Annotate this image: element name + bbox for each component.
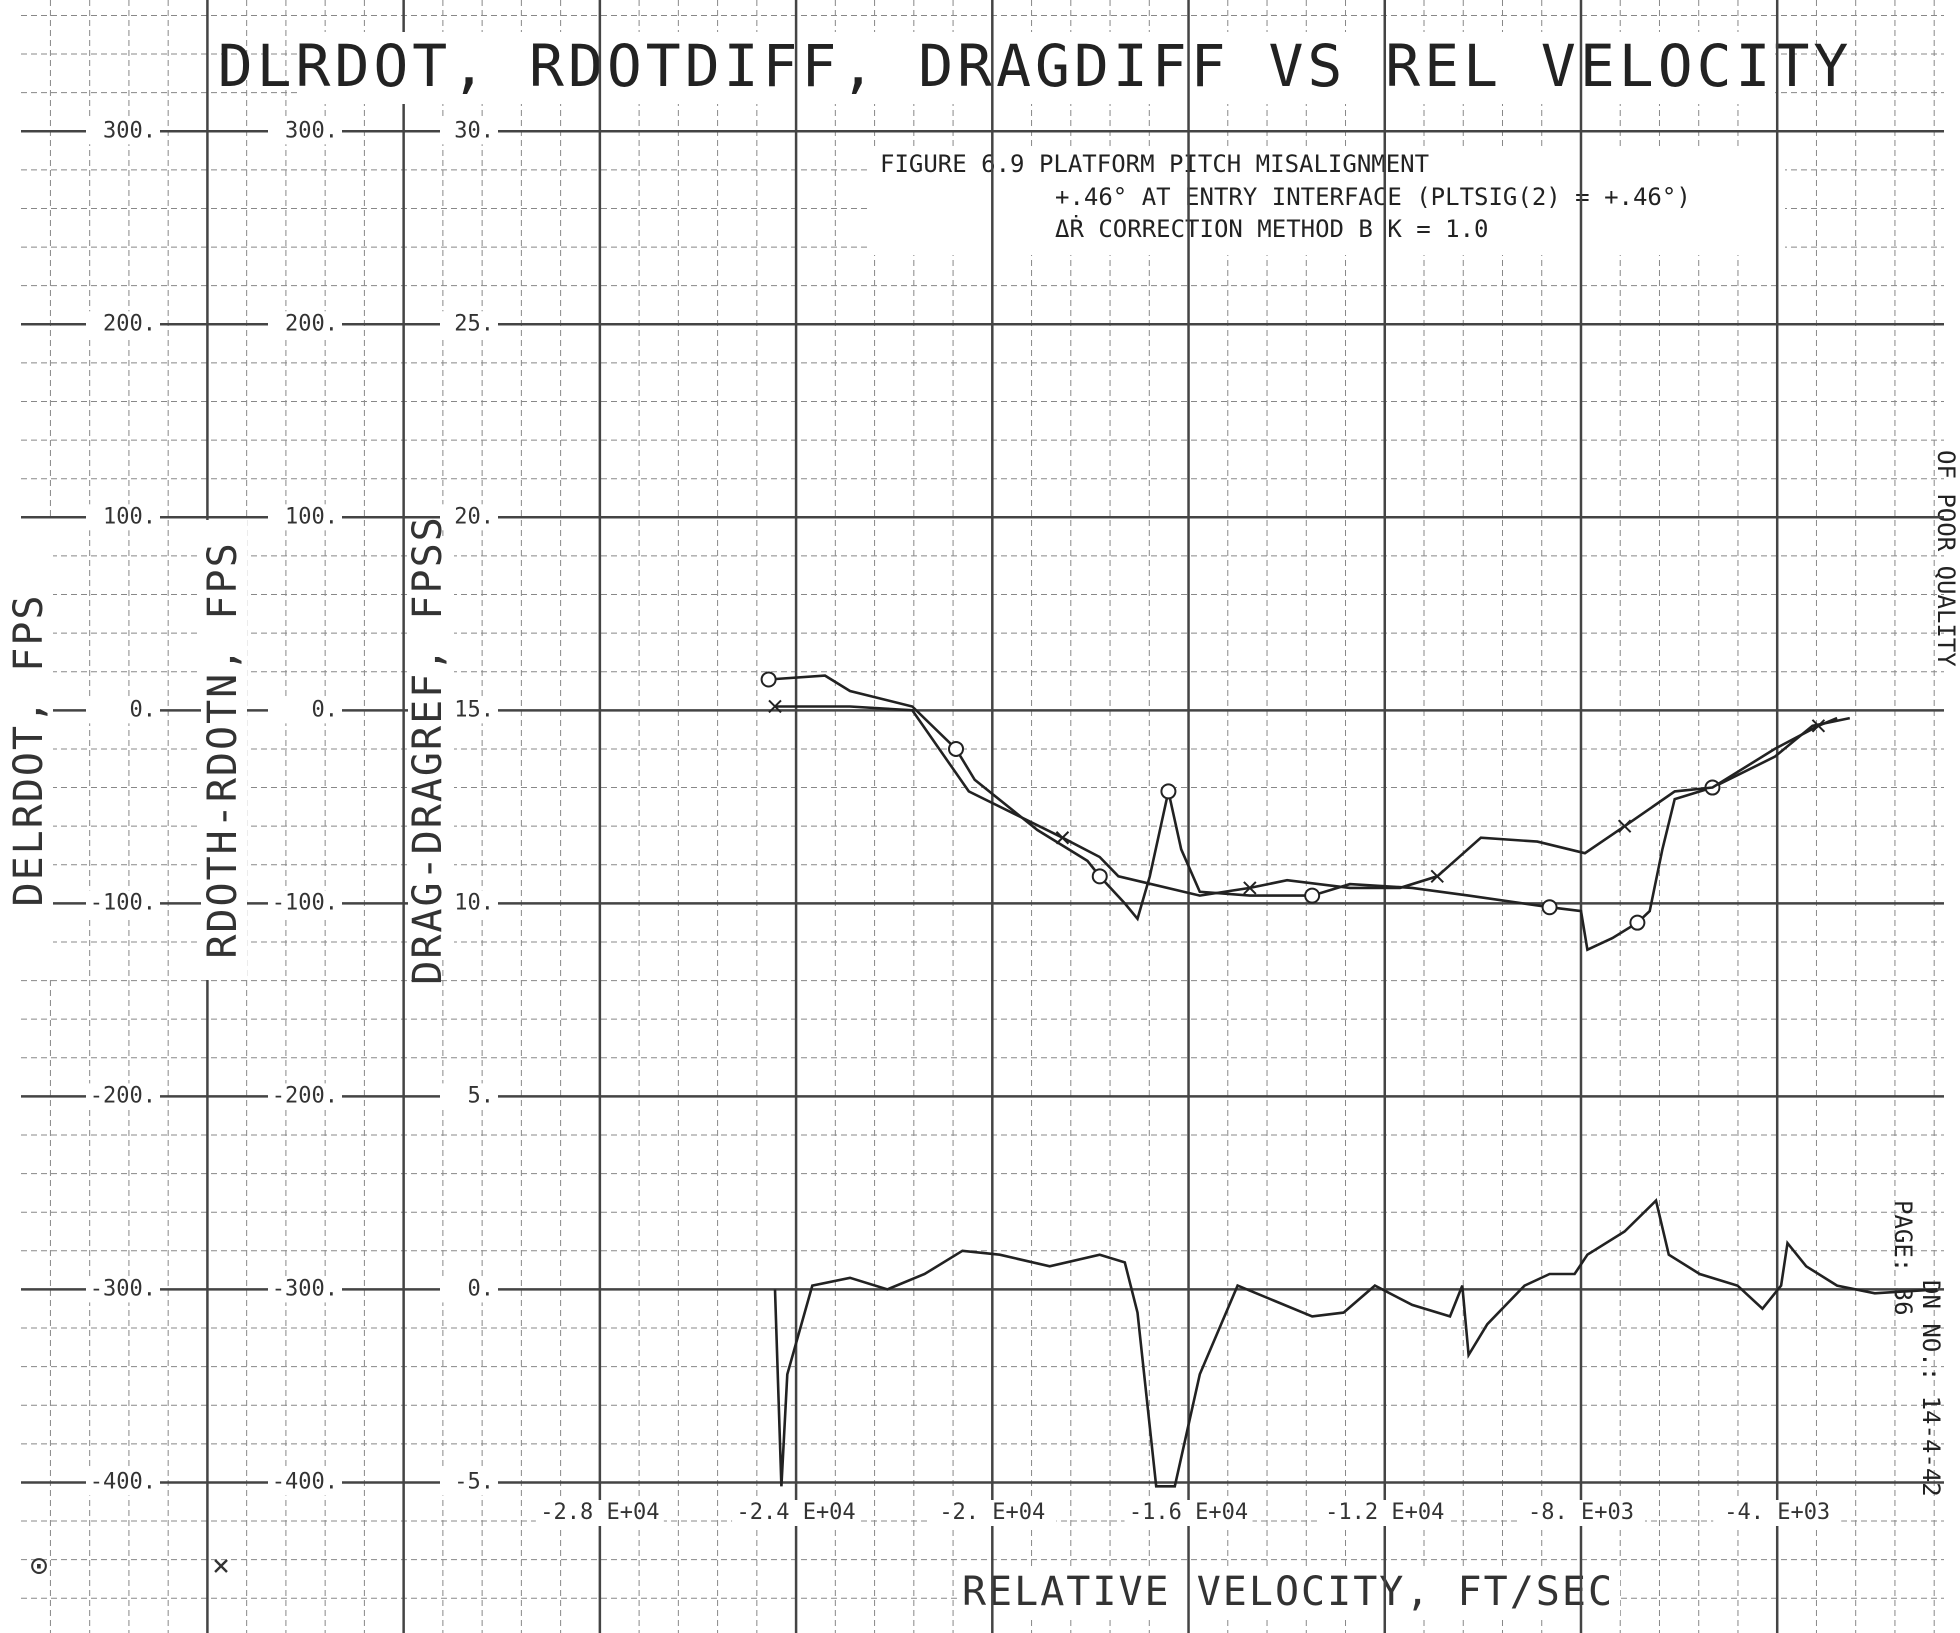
series-marker <box>1811 719 1826 733</box>
tick-backdrop <box>440 1469 498 1496</box>
series-marker <box>1541 899 1558 916</box>
tick-backdrop <box>268 1469 342 1496</box>
y-tick-label: 0. <box>312 697 339 722</box>
series-marker <box>1304 887 1321 904</box>
annotation: FIGURE 6.9 PLATFORM PITCH MISALIGNMENT <box>880 150 1429 178</box>
y-axis-title: DELRDOT, FPS <box>6 594 52 907</box>
tick-backdrop <box>440 504 498 531</box>
annotation: ΔṘ CORRECTION METHOD B K = 1.0 <box>1055 214 1488 243</box>
series-marker <box>1629 914 1646 931</box>
y-tick-label: 300. <box>285 118 338 143</box>
tick-backdrop <box>1516 1500 1645 1526</box>
series-marker <box>1430 869 1444 884</box>
legend-symbol: × <box>212 1549 230 1584</box>
tick-backdrop <box>86 311 160 338</box>
y-tick-label: 100. <box>103 504 156 529</box>
y-tick-label: -200. <box>90 1083 156 1108</box>
y-tick-label: 300. <box>103 118 156 143</box>
y-tick-label: -400. <box>272 1469 338 1494</box>
x-tick-label: -4. E+03 <box>1724 1500 1830 1525</box>
tick-backdrop <box>1124 1500 1253 1526</box>
tick-backdrop <box>268 697 342 724</box>
y-axis-title: DRAG-DRAGREF, FPSS <box>405 515 451 984</box>
x-tick-label: -1.2 E+04 <box>1325 1500 1444 1525</box>
series-line <box>775 705 1838 897</box>
legend-symbol: ⊙ <box>30 1549 48 1584</box>
tick-backdrop <box>440 1083 498 1110</box>
tick-backdrop <box>1713 1500 1842 1526</box>
tick-backdrop <box>268 504 342 531</box>
title-backdrop <box>300 32 1775 104</box>
y-tick-label: -5. <box>454 1469 494 1494</box>
side-note: DN NO.: 14-4-42 <box>1917 1280 1945 1497</box>
y-tick-label: -100. <box>272 890 338 915</box>
tick-backdrop <box>268 1276 342 1303</box>
tick-backdrop <box>928 1500 1057 1526</box>
y-tick-label: -400. <box>90 1469 156 1494</box>
tick-backdrop <box>535 1500 664 1526</box>
x-tick-label: -2.8 E+04 <box>540 1500 659 1525</box>
y-tick-label: -100. <box>90 890 156 915</box>
side-note: OF POOR QUALITY <box>1932 450 1960 667</box>
y-tick-label: 20. <box>454 504 494 529</box>
labels: 30. 25. 20. 15. 10. 5. 0. -5. DRAG-DRAGREF, FPSS… <box>6 118 1842 1526</box>
tick-backdrop <box>86 1083 160 1110</box>
y-tick-label: 200. <box>103 311 156 336</box>
y-tick-label: 100. <box>285 504 338 529</box>
xlabel-backdrop <box>960 1568 1620 1618</box>
x-tick-label: -2. E+04 <box>939 1500 1045 1525</box>
y-tick-label: 15. <box>454 697 494 722</box>
tick-backdrop <box>732 1500 861 1526</box>
y-tick-label: -300. <box>272 1276 338 1301</box>
label-backdrop <box>408 540 454 960</box>
y-axis-title: RDOTH-RDOTN, FPS <box>200 541 246 958</box>
y-tick-label: 0. <box>468 1276 495 1301</box>
series-marker <box>768 699 782 714</box>
series-marker <box>948 740 965 757</box>
annotation: +.46° AT ENTRY INTERFACE (PLTSIG(2) = +.… <box>1055 183 1691 211</box>
series-marker <box>1091 868 1108 885</box>
tick-backdrop <box>1320 1500 1449 1526</box>
tick-backdrop <box>440 118 498 145</box>
tick-backdrop <box>86 1276 160 1303</box>
x-tick-label: -2.4 E+04 <box>736 1500 855 1525</box>
series-marker <box>1055 831 1070 845</box>
y-tick-label: 0. <box>130 697 157 722</box>
tick-backdrop <box>86 118 160 145</box>
x-tick-label: -8. E+03 <box>1528 1500 1634 1525</box>
series-marker <box>1160 783 1177 800</box>
chart-title: DLRDOT, RDOTDIFF, DRAGDIFF VS REL VELOCI… <box>218 32 1853 100</box>
series-line <box>768 674 1851 952</box>
tick-backdrop <box>440 1276 498 1303</box>
y-tick-label: 30. <box>454 118 494 143</box>
series-marker <box>760 671 777 688</box>
y-tick-label: 10. <box>454 890 494 915</box>
tick-backdrop <box>268 311 342 338</box>
tick-backdrop <box>86 504 160 531</box>
x-axis-title: RELATIVE VELOCITY, FT/SEC <box>962 1569 1614 1615</box>
tick-backdrop <box>268 118 342 145</box>
y-tick-label: -300. <box>90 1276 156 1301</box>
label-backdrop <box>7 520 53 980</box>
tick-backdrop <box>268 1083 342 1110</box>
x-tick-label: -1.6 E+04 <box>1129 1500 1248 1525</box>
series-marker <box>1617 819 1632 833</box>
tick-backdrop <box>86 1469 160 1496</box>
series-marker <box>1243 881 1257 895</box>
y-tick-label: 5. <box>468 1083 495 1108</box>
label-backdrop <box>201 520 247 980</box>
tick-backdrop <box>440 311 498 338</box>
y-tick-label: -200. <box>272 1083 338 1108</box>
note-backdrop <box>870 150 1785 255</box>
tick-backdrop <box>268 890 342 917</box>
side-note: PAGE: 36 <box>1889 1200 1917 1316</box>
tick-backdrop <box>86 890 160 917</box>
y-tick-label: 200. <box>285 311 338 336</box>
tick-backdrop <box>86 697 160 724</box>
y-tick-label: 25. <box>454 311 494 336</box>
series-line <box>773 1198 1938 1488</box>
